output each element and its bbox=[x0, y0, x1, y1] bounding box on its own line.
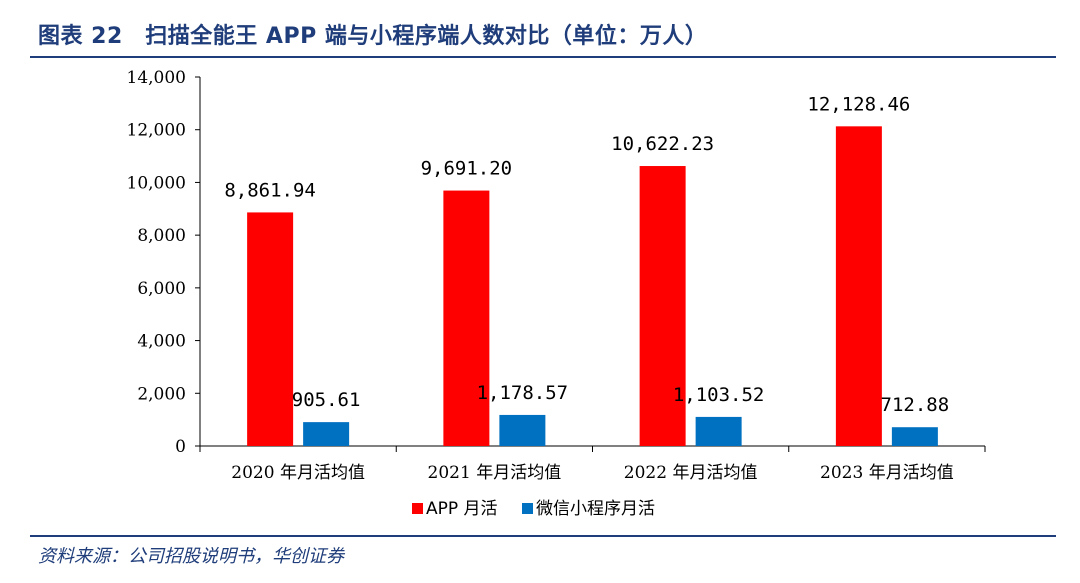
y-tick-label: 2,000 bbox=[137, 384, 186, 404]
data-label: 1,103.52 bbox=[673, 384, 765, 406]
y-tick-label: 12,000 bbox=[127, 121, 186, 141]
data-label: 9,691.20 bbox=[421, 158, 513, 180]
y-tick-label: 0 bbox=[175, 437, 186, 457]
chart-legend: APP 月活 微信小程序月活 bbox=[412, 499, 655, 519]
y-tick-label: 14,000 bbox=[127, 68, 186, 88]
bar-mini-program bbox=[891, 427, 938, 446]
x-category-label: 2021 年月活均值 bbox=[428, 463, 562, 483]
bar-app bbox=[639, 166, 686, 446]
source-note: 资料来源：公司招股说明书，华创证券 bbox=[38, 546, 344, 567]
legend-label: APP 月活 bbox=[426, 499, 498, 519]
bar-chart: 0 2,000 4,000 6,000 8,000 10,000 12,000 14,000 2… bbox=[127, 68, 986, 519]
chart-bars bbox=[247, 126, 938, 447]
data-label: 905.61 bbox=[292, 389, 361, 411]
source-rule bbox=[30, 535, 1056, 537]
bar-mini-program bbox=[695, 416, 742, 446]
x-category-label: 2022 年月活均值 bbox=[624, 463, 758, 483]
data-label: 10,622.23 bbox=[611, 133, 714, 155]
bar-app bbox=[247, 212, 294, 446]
data-label: 712.88 bbox=[881, 394, 950, 416]
x-category-label: 2020 年月活均值 bbox=[231, 463, 365, 483]
title-rule bbox=[30, 56, 1056, 58]
y-tick-label: 6,000 bbox=[137, 279, 186, 299]
y-tick-label: 4,000 bbox=[137, 332, 186, 352]
data-label: 1,178.57 bbox=[477, 382, 569, 404]
chart-data-labels: 8,861.94 9,691.20 10,622.23 12,128.46 905.61… bbox=[224, 93, 949, 416]
legend-label: 微信小程序月活 bbox=[536, 499, 655, 519]
x-category-label: 2023 年月活均值 bbox=[820, 463, 954, 483]
figure-title: 图表 22 扫描全能王 APP 端与小程序端人数对比（单位：万人） bbox=[38, 24, 708, 49]
data-label: 12,128.46 bbox=[807, 93, 910, 115]
y-tick-label: 8,000 bbox=[137, 226, 186, 246]
legend-swatch-app bbox=[412, 503, 423, 514]
bar-app bbox=[443, 190, 490, 446]
legend-swatch-mini-program bbox=[522, 503, 533, 514]
bar-app bbox=[835, 126, 882, 447]
bar-mini-program bbox=[303, 422, 350, 446]
y-tick-label: 10,000 bbox=[127, 173, 186, 193]
bar-mini-program bbox=[499, 414, 546, 446]
data-label: 8,861.94 bbox=[224, 179, 316, 201]
